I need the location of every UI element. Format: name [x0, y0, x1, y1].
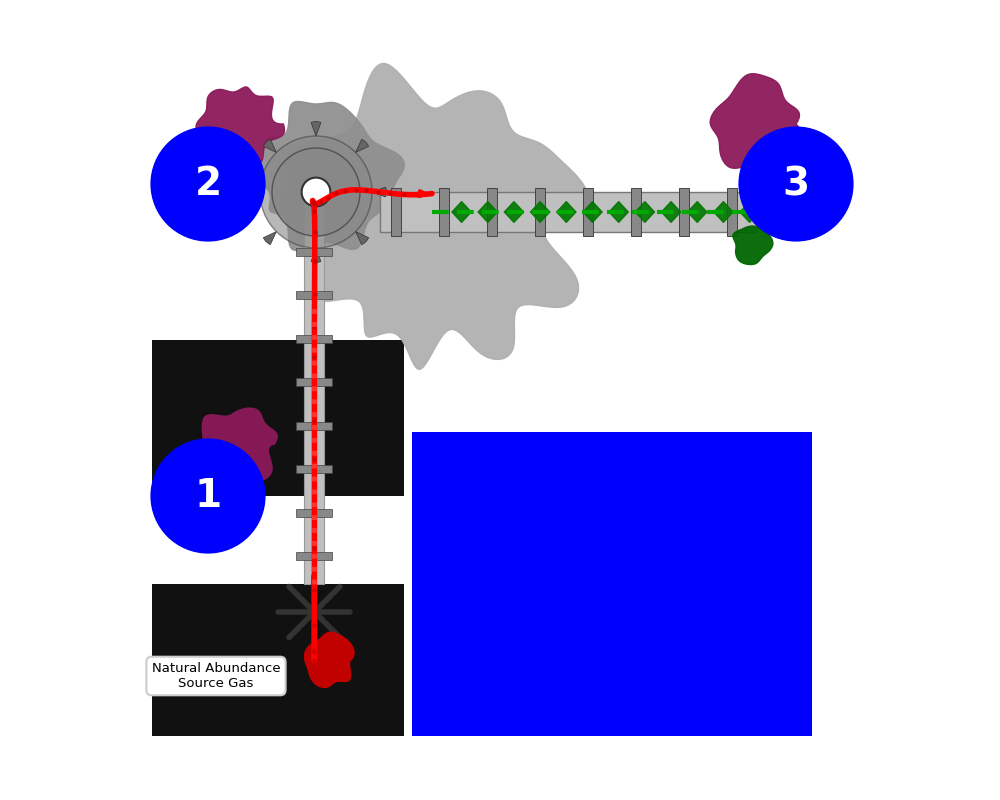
- Polygon shape: [740, 202, 759, 222]
- FancyBboxPatch shape: [304, 184, 324, 584]
- Polygon shape: [583, 202, 602, 222]
- FancyBboxPatch shape: [583, 188, 593, 236]
- FancyBboxPatch shape: [296, 291, 332, 299]
- Wedge shape: [356, 139, 369, 153]
- Wedge shape: [246, 187, 260, 197]
- FancyBboxPatch shape: [296, 509, 332, 517]
- FancyBboxPatch shape: [535, 188, 545, 236]
- FancyBboxPatch shape: [296, 248, 332, 256]
- Polygon shape: [452, 202, 471, 222]
- Polygon shape: [733, 226, 773, 265]
- Polygon shape: [202, 408, 277, 480]
- Circle shape: [150, 438, 266, 554]
- Polygon shape: [609, 202, 628, 222]
- Polygon shape: [196, 87, 284, 165]
- FancyBboxPatch shape: [296, 422, 332, 430]
- FancyBboxPatch shape: [380, 192, 756, 232]
- Polygon shape: [504, 202, 524, 222]
- Circle shape: [272, 148, 360, 236]
- FancyBboxPatch shape: [152, 340, 404, 496]
- Polygon shape: [688, 202, 707, 222]
- Polygon shape: [253, 102, 404, 250]
- Wedge shape: [372, 187, 386, 197]
- Circle shape: [738, 126, 854, 242]
- FancyBboxPatch shape: [412, 432, 812, 736]
- FancyBboxPatch shape: [439, 188, 449, 236]
- Text: 3: 3: [782, 165, 810, 203]
- Wedge shape: [311, 248, 321, 262]
- Polygon shape: [635, 202, 654, 222]
- Wedge shape: [356, 231, 369, 245]
- FancyBboxPatch shape: [727, 188, 737, 236]
- Wedge shape: [311, 122, 321, 136]
- Polygon shape: [478, 202, 497, 222]
- Polygon shape: [531, 202, 550, 222]
- Circle shape: [150, 126, 266, 242]
- FancyBboxPatch shape: [296, 465, 332, 473]
- Polygon shape: [281, 63, 589, 370]
- Polygon shape: [304, 632, 354, 687]
- Polygon shape: [661, 202, 681, 222]
- FancyBboxPatch shape: [296, 552, 332, 560]
- FancyBboxPatch shape: [296, 378, 332, 386]
- Text: 1: 1: [194, 477, 222, 515]
- FancyBboxPatch shape: [631, 188, 641, 236]
- FancyBboxPatch shape: [679, 188, 689, 236]
- FancyBboxPatch shape: [487, 188, 497, 236]
- Polygon shape: [557, 202, 576, 222]
- Wedge shape: [263, 139, 276, 153]
- FancyBboxPatch shape: [296, 335, 332, 343]
- Text: 2: 2: [194, 165, 222, 203]
- Wedge shape: [263, 231, 276, 245]
- Circle shape: [302, 178, 330, 206]
- Polygon shape: [714, 202, 733, 222]
- Circle shape: [260, 136, 372, 248]
- Polygon shape: [710, 74, 802, 168]
- FancyBboxPatch shape: [152, 584, 404, 736]
- Text: Natural Abundance
Source Gas: Natural Abundance Source Gas: [152, 662, 280, 690]
- FancyBboxPatch shape: [391, 188, 401, 236]
